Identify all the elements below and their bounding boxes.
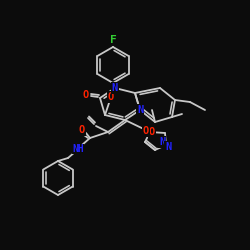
Text: O: O: [149, 127, 155, 137]
Text: N: N: [112, 83, 118, 93]
Text: N: N: [165, 142, 171, 152]
Text: N: N: [137, 105, 143, 115]
Text: O: O: [108, 92, 114, 102]
Text: O: O: [79, 125, 85, 135]
Text: NH: NH: [72, 144, 84, 154]
Text: O: O: [143, 126, 149, 136]
Text: N: N: [159, 137, 165, 147]
Text: F: F: [110, 35, 116, 45]
Text: O: O: [83, 90, 89, 100]
